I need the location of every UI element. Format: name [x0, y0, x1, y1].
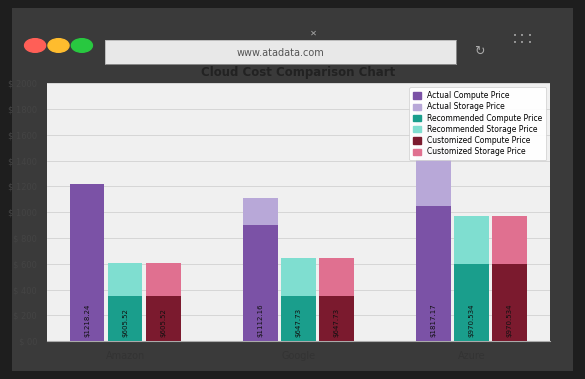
Text: ↻: ↻ — [474, 45, 485, 58]
Text: $1112.16: $1112.16 — [257, 304, 263, 337]
Bar — [146, 263, 181, 296]
Bar — [70, 184, 104, 341]
Text: www.atadata.com: www.atadata.com — [237, 49, 325, 58]
Legend: Actual Compute Price, Actual Storage Price, Recommended Compute Price, Recommend: Actual Compute Price, Actual Storage Pri… — [410, 87, 546, 160]
Title: Cloud Cost Comparison Chart: Cloud Cost Comparison Chart — [201, 66, 395, 80]
Bar — [319, 296, 354, 341]
Bar — [146, 296, 181, 341]
Bar — [243, 198, 277, 225]
Text: •: • — [528, 33, 532, 39]
Bar — [416, 107, 451, 206]
Text: •: • — [513, 40, 517, 46]
Bar — [108, 296, 142, 341]
Text: ✕: ✕ — [309, 29, 316, 38]
Text: $1817.17: $1817.17 — [431, 304, 436, 337]
Bar — [416, 206, 451, 341]
Text: $647.73: $647.73 — [333, 308, 339, 337]
Text: $970.534: $970.534 — [469, 304, 474, 337]
Text: $970.534: $970.534 — [507, 304, 512, 337]
Bar — [319, 258, 354, 296]
Bar — [455, 216, 489, 264]
Bar — [243, 225, 277, 341]
Text: $605.52: $605.52 — [160, 309, 166, 337]
Bar — [455, 264, 489, 341]
Text: •: • — [513, 33, 517, 39]
Text: •: • — [528, 40, 532, 46]
Bar — [281, 296, 316, 341]
Text: $605.52: $605.52 — [122, 309, 128, 337]
Text: •: • — [521, 40, 524, 46]
Bar — [108, 263, 142, 296]
Text: •: • — [521, 33, 524, 39]
Bar — [281, 258, 316, 296]
Bar — [493, 264, 527, 341]
Text: $1218.24: $1218.24 — [84, 304, 90, 337]
Bar — [493, 216, 527, 264]
Text: $647.73: $647.73 — [295, 308, 301, 337]
